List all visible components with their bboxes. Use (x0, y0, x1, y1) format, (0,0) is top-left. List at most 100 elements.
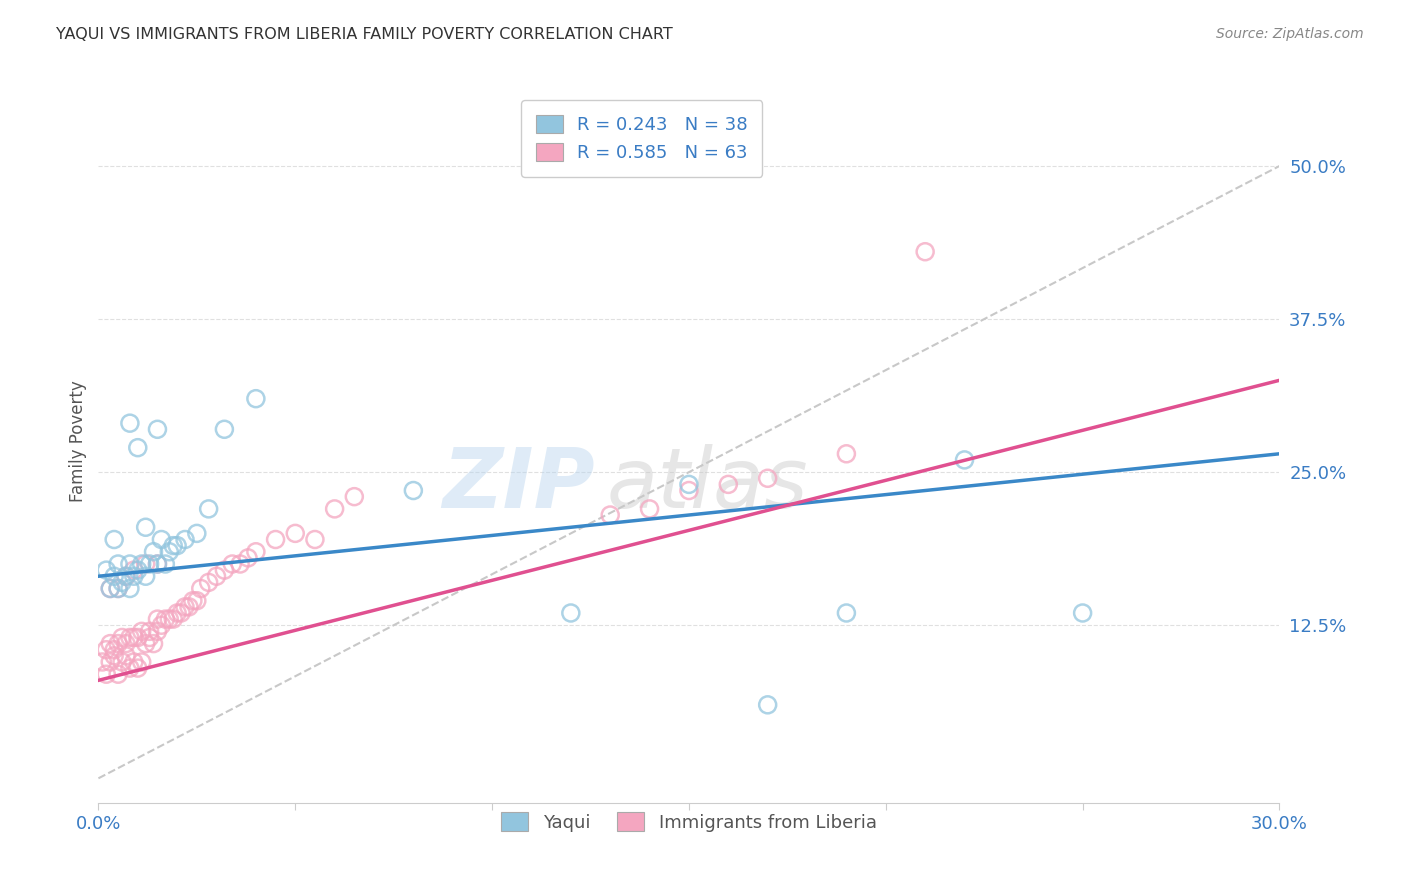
Point (166, 606, 188, 620)
Point (107, 582, 129, 596)
Point (98, 637, 121, 651)
Point (166, 539, 188, 553)
Legend: Yaqui, Immigrants from Liberia: Yaqui, Immigrants from Liberia (488, 800, 890, 845)
Point (678, 483, 700, 498)
Point (138, 557, 160, 571)
Point (98, 655, 121, 669)
Point (103, 642, 125, 657)
Point (135, 520, 157, 534)
Point (127, 563, 149, 577)
Point (122, 631, 145, 645)
Point (181, 593, 204, 607)
Point (560, 606, 582, 620)
Point (953, 453, 976, 467)
Point (131, 655, 153, 669)
Point (135, 569, 157, 583)
Point (118, 557, 141, 571)
Point (135, 557, 157, 571)
Point (174, 533, 197, 547)
Point (146, 624, 169, 639)
Point (174, 599, 197, 614)
Point (236, 550, 259, 565)
Point (146, 557, 169, 571)
Point (229, 557, 252, 571)
Point (245, 545, 267, 559)
Point (96, 563, 118, 577)
Point (107, 667, 129, 681)
Point (146, 557, 169, 571)
Point (214, 422, 236, 436)
Point (599, 508, 621, 522)
Point (127, 441, 149, 455)
Point (221, 557, 243, 571)
Point (142, 545, 165, 559)
Point (162, 612, 184, 626)
Point (756, 471, 779, 485)
Point (155, 557, 177, 571)
Point (150, 533, 173, 547)
Point (135, 637, 157, 651)
Point (157, 612, 180, 626)
Point (205, 569, 228, 583)
Point (756, 698, 779, 712)
Text: atlas: atlas (606, 444, 808, 525)
Point (402, 483, 425, 498)
Point (111, 655, 134, 669)
Point (264, 533, 287, 547)
Point (245, 392, 267, 406)
Point (177, 599, 200, 614)
Point (115, 569, 138, 583)
Point (127, 631, 149, 645)
Point (103, 648, 125, 663)
Point (343, 490, 366, 504)
Point (103, 569, 125, 583)
Point (98, 582, 121, 596)
Point (127, 661, 149, 675)
Point (197, 575, 219, 590)
Point (190, 582, 212, 596)
Point (157, 545, 180, 559)
Point (162, 539, 184, 553)
Point (131, 624, 153, 639)
Point (96, 667, 118, 681)
Point (323, 502, 346, 516)
Point (284, 526, 307, 541)
Point (118, 416, 141, 430)
Point (115, 648, 138, 663)
Text: YAQUI VS IMMIGRANTS FROM LIBERIA FAMILY POVERTY CORRELATION CHART: YAQUI VS IMMIGRANTS FROM LIBERIA FAMILY … (56, 27, 673, 42)
Point (118, 661, 141, 675)
Point (146, 612, 169, 626)
Point (122, 569, 145, 583)
Point (155, 612, 177, 626)
Point (638, 502, 661, 516)
Point (1071, 606, 1094, 620)
Point (914, 244, 936, 259)
Point (111, 575, 134, 590)
Point (122, 563, 145, 577)
Point (107, 582, 129, 596)
Point (111, 631, 134, 645)
Y-axis label: Family Poverty: Family Poverty (69, 381, 87, 502)
Point (186, 593, 208, 607)
Point (118, 631, 141, 645)
Point (186, 526, 208, 541)
Point (107, 637, 129, 651)
Point (91, 655, 114, 669)
Point (142, 637, 165, 651)
Point (131, 557, 153, 571)
Point (103, 533, 125, 547)
Point (146, 422, 169, 436)
Point (835, 606, 858, 620)
Point (170, 606, 193, 620)
Point (678, 477, 700, 491)
Point (122, 655, 145, 669)
Point (138, 631, 160, 645)
Point (304, 533, 326, 547)
Point (717, 477, 740, 491)
Point (96, 642, 118, 657)
Point (115, 637, 138, 651)
Point (98, 582, 121, 596)
Point (138, 624, 160, 639)
Point (197, 502, 219, 516)
Point (214, 563, 236, 577)
